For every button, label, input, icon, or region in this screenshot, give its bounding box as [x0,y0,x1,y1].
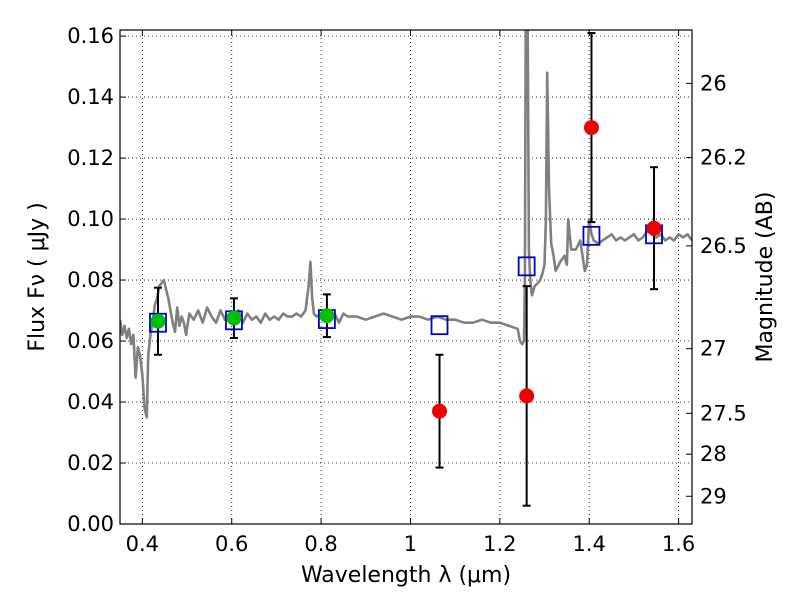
x-axis-label: Wavelength λ (μm) [301,563,511,588]
y2-tick-label: 26.2 [700,145,747,169]
template-spectrum-line [120,30,692,419]
y2-tick-label: 29 [700,484,727,508]
x-tick-label: 1 [404,532,417,556]
y-tick-label: 0.06 [67,329,114,353]
data-point-marker [583,120,599,136]
y-tick-label: 0.10 [67,207,114,231]
y-tick-label: 0.02 [67,451,114,475]
data-point-marker [150,313,166,329]
y-tick-label: 0.14 [67,85,114,109]
y2-tick-label: 26 [700,71,727,95]
y-tick-label: 0.16 [67,24,114,48]
model-square-marker [517,256,536,277]
y2-axis-ticks: 26 26.2 26.5 27 27.5 28 29 [686,71,747,508]
y2-tick-label: 27 [700,337,727,361]
data-point-marker [319,308,335,324]
x-tick-label: 0.6 [215,532,248,556]
y2-axis-label: Magnitude (AB) [753,192,778,363]
x-tick-label: 1.6 [662,532,695,556]
y-axis-ticks: 0.00 0.02 0.04 0.06 0.08 0.10 0.12 0.14 0.16 [67,24,126,536]
x-tick-label: 0.8 [304,532,337,556]
y-tick-label: 0.04 [67,390,114,414]
data-point-marker [226,310,242,326]
template-spectrum-layer [120,30,692,419]
data-point-marker [646,220,662,236]
x-tick-label: 1.2 [483,532,516,556]
data-point-marker [519,388,535,404]
model-square-marker [582,225,601,246]
x-tick-label: 0.4 [126,532,159,556]
y2-tick-label: 27.5 [700,401,747,425]
y-axis-label: Flux Fν ( μJy ) [25,202,50,351]
x-axis-ticks: 0.4 0.6 0.8 1 1.2 1.4 1.6 [126,30,695,556]
data-point-marker [432,403,448,419]
x-tick-label: 1.4 [573,532,606,556]
y2-tick-label: 28 [700,442,727,466]
y-tick-label: 0.12 [67,146,114,170]
y2-tick-label: 26.5 [700,234,747,258]
observed-points [150,120,662,419]
y-tick-label: 0.00 [67,512,114,536]
y-tick-label: 0.08 [67,268,114,292]
model-square-marker [430,315,449,336]
plot-frame [119,29,693,525]
